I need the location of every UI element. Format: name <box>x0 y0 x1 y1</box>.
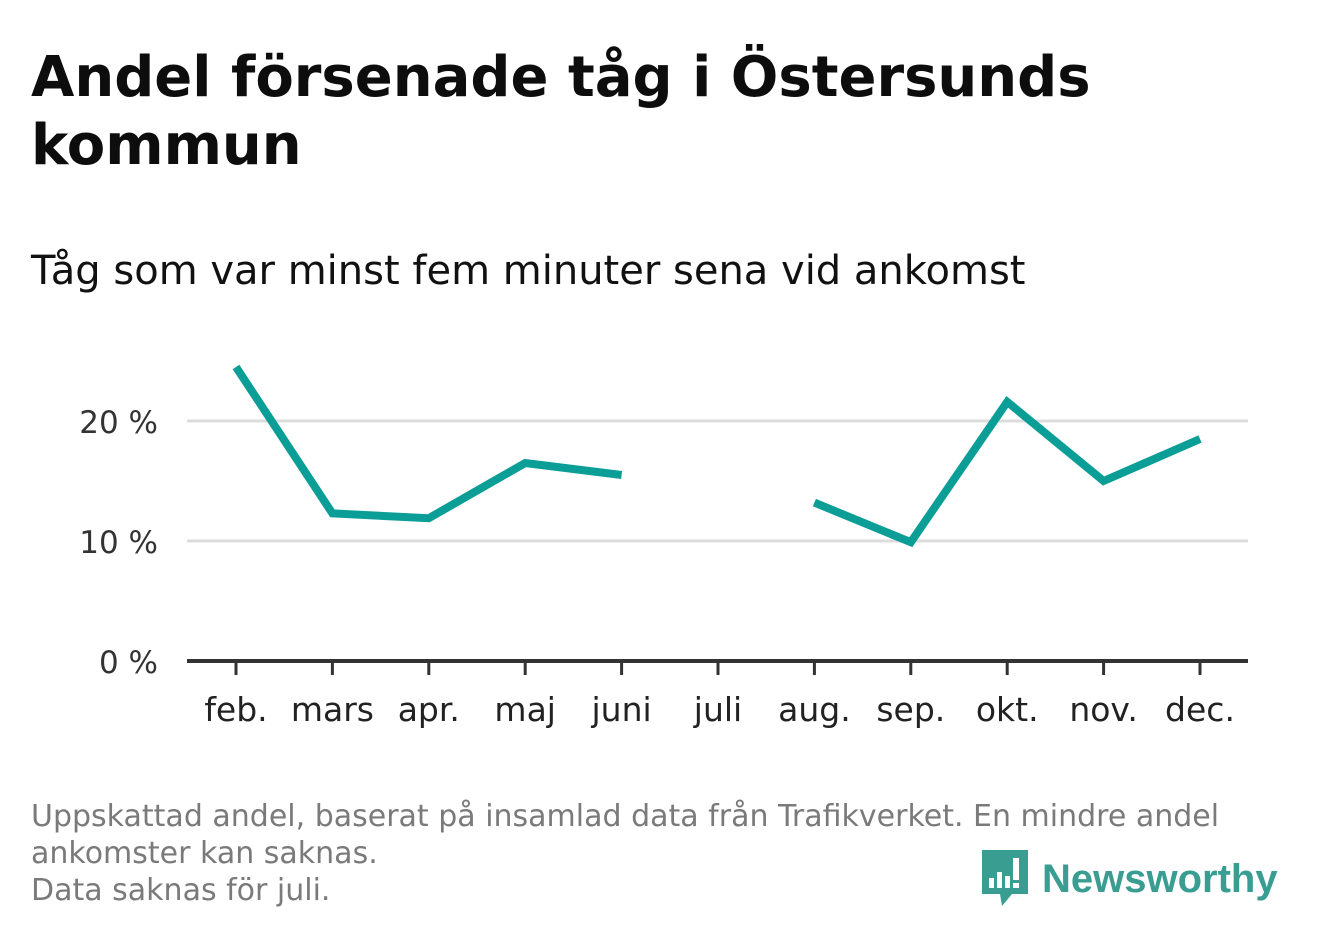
newsworthy-chart-bubble-icon <box>982 850 1028 906</box>
grid-lines <box>187 419 1248 543</box>
y-tick-label: 0 % <box>99 645 158 681</box>
chart-title: Andel försenade tåg i Östersunds kommun <box>31 45 1091 178</box>
x-tick-label: apr. <box>398 690 460 729</box>
x-tick-label: dec. <box>1165 690 1235 729</box>
x-tick-label: aug. <box>778 690 851 729</box>
series-lines <box>232 364 1202 548</box>
x-tick-label: mars <box>291 690 374 729</box>
chart-subtitle: Tåg som var minst fem minuter sena vid a… <box>31 248 1026 294</box>
x-tick-label: okt. <box>976 690 1039 729</box>
logo-text: Newsworthy <box>1042 856 1278 901</box>
line-chart: 0 % 10 % 20 % feb. mars apr. maj juni juli aug. s… <box>79 364 1248 729</box>
footnote-source: Uppskattad andel, baserat på insamlad da… <box>31 799 1220 871</box>
series-line-segment <box>812 395 1202 548</box>
x-tick-label: juli <box>693 690 742 729</box>
y-tick-label: 20 % <box>79 405 158 441</box>
x-tick-label: sep. <box>876 690 945 729</box>
series-line-segment <box>232 364 623 523</box>
newsworthy-logo: Newsworthy <box>980 848 1278 910</box>
x-tick-label: nov. <box>1069 690 1138 729</box>
y-tick-label: 10 % <box>79 525 158 561</box>
x-axis: feb. mars apr. maj juni juli aug. sep. okt. nov. d… <box>187 659 1248 729</box>
x-tick-label: feb. <box>204 690 267 729</box>
x-tick-label: juni <box>591 690 652 729</box>
y-axis-ticks: 0 % 10 % 20 % <box>79 405 158 681</box>
footnote-missing-data: Data saknas för juli. <box>31 873 331 908</box>
footnote: Uppskattad andel, baserat på insamlad da… <box>31 798 1291 909</box>
x-tick-label: maj <box>494 690 556 729</box>
